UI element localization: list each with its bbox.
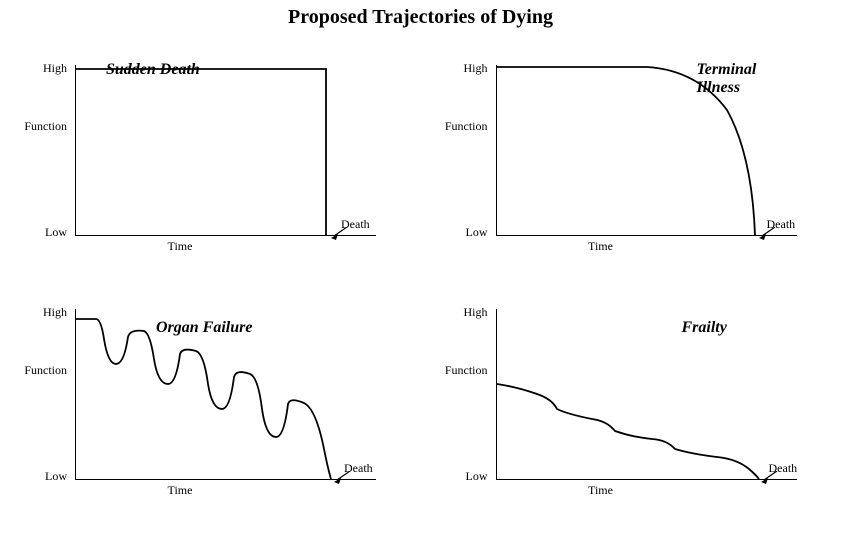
y-label-low: Low xyxy=(0,469,67,484)
y-label-function: Function xyxy=(421,363,488,378)
y-label-high: High xyxy=(0,305,67,320)
panel-sudden: Sudden DeathDeath High Function Low Time xyxy=(0,40,421,284)
death-label: Death xyxy=(341,217,370,232)
x-label-time: Time xyxy=(75,239,285,254)
trajectory-curve xyxy=(76,309,376,479)
panel-frailty: FrailtyDeath High Function Low Time xyxy=(421,284,841,528)
y-label-low: Low xyxy=(421,225,488,240)
y-label-high: High xyxy=(421,305,488,320)
death-label: Death xyxy=(767,217,796,232)
y-label-high: High xyxy=(0,61,67,76)
plot-area: Sudden DeathDeath xyxy=(75,65,376,236)
y-label-high: High xyxy=(421,61,488,76)
panel-terminal: Terminal IllnessDeath High Function Low Time xyxy=(421,40,841,284)
trajectory-curve xyxy=(497,309,797,479)
death-label: Death xyxy=(344,461,373,476)
page: Proposed Trajectories of Dying Sudden De… xyxy=(0,0,841,534)
trajectory-curve xyxy=(76,65,376,235)
x-label-time: Time xyxy=(75,483,285,498)
x-label-time: Time xyxy=(496,239,706,254)
y-label-low: Low xyxy=(0,225,67,240)
y-label-function: Function xyxy=(0,119,67,134)
page-title: Proposed Trajectories of Dying xyxy=(0,6,841,29)
plot-area: FrailtyDeath xyxy=(496,309,797,480)
y-label-function: Function xyxy=(0,363,67,378)
trajectory-curve xyxy=(497,65,797,235)
panel-grid: Sudden DeathDeathHighFunctionLowTimeTerm… xyxy=(0,40,841,528)
plot-area: Terminal IllnessDeath xyxy=(496,65,797,236)
panel-organ: Organ FailureDeath High Function Low Time xyxy=(0,284,421,528)
y-label-low: Low xyxy=(421,469,488,484)
plot-area: Organ FailureDeath xyxy=(75,309,376,480)
y-label-function: Function xyxy=(421,119,488,134)
death-label: Death xyxy=(769,461,798,476)
x-label-time: Time xyxy=(496,483,706,498)
